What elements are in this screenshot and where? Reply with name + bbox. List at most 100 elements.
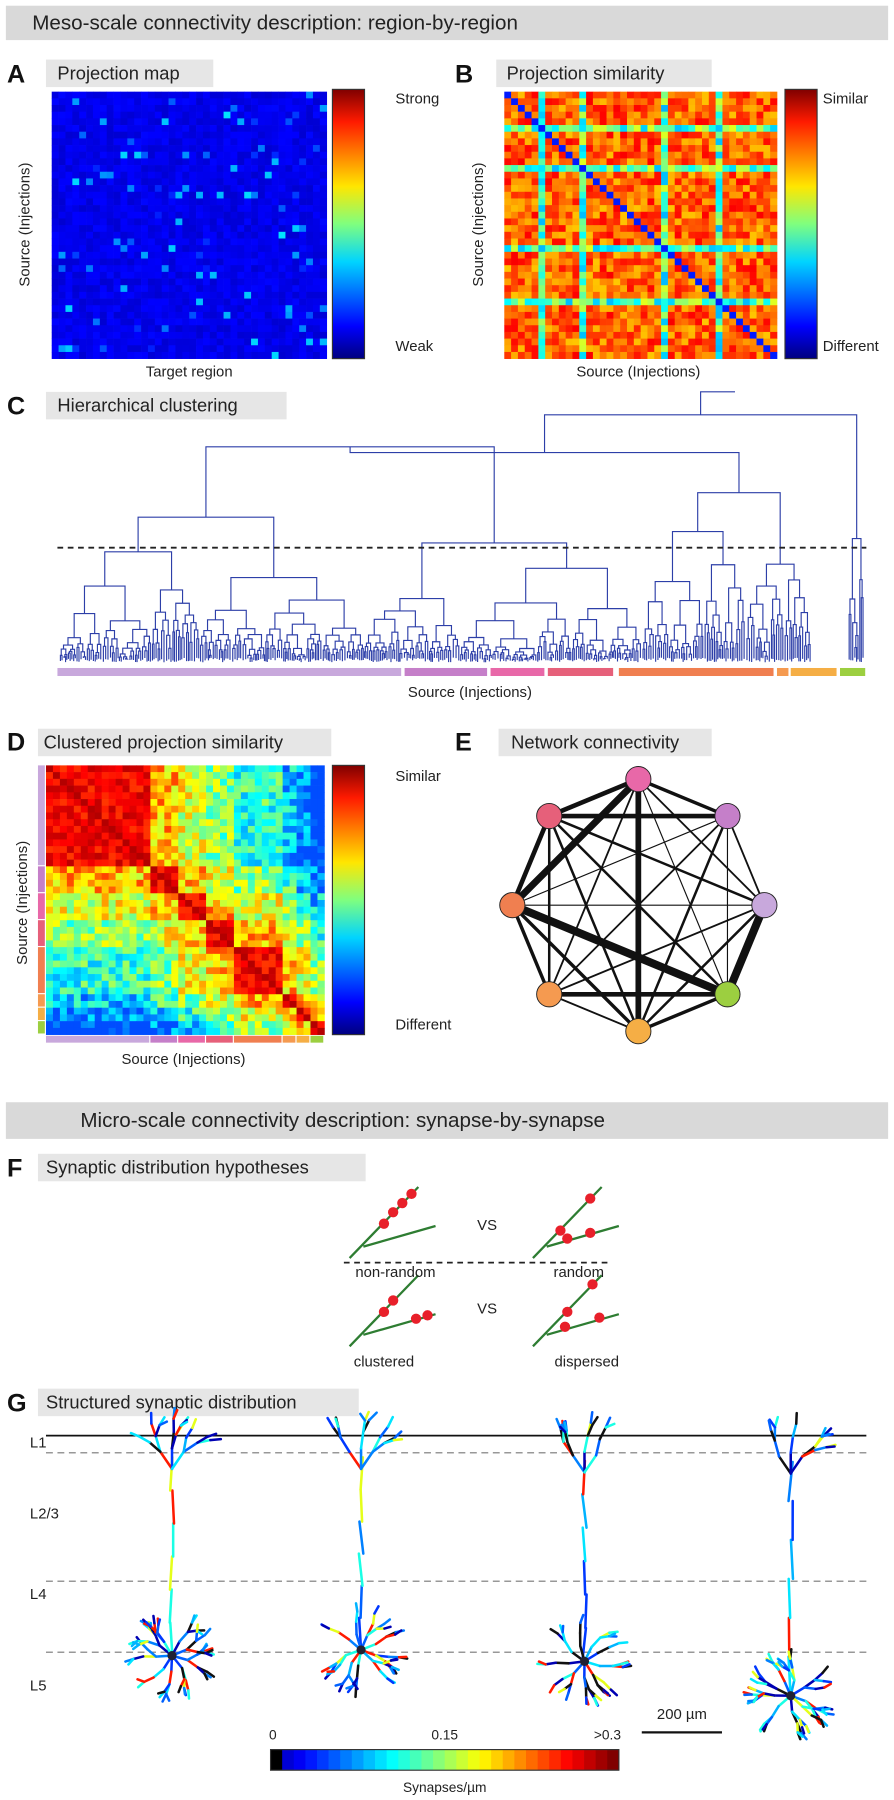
heat-cell bbox=[715, 338, 723, 346]
heat-cell bbox=[599, 191, 607, 199]
heat-cell bbox=[209, 125, 218, 133]
heat-cell bbox=[206, 866, 214, 874]
heat-cell bbox=[94, 960, 103, 968]
heat-cell bbox=[511, 311, 519, 319]
heat-cell bbox=[226, 906, 235, 914]
heat-cell bbox=[94, 832, 103, 840]
heat-cell bbox=[538, 245, 546, 253]
heat-cell bbox=[171, 953, 179, 961]
heat-cell bbox=[86, 318, 94, 326]
heat-cell bbox=[701, 185, 710, 193]
heat-cell bbox=[108, 799, 116, 807]
heat-cell bbox=[87, 873, 96, 881]
heat-cell bbox=[299, 278, 307, 286]
heat-cell bbox=[504, 291, 512, 299]
heat-cell bbox=[545, 125, 553, 133]
heat-cell bbox=[80, 906, 89, 914]
heat-cell bbox=[558, 225, 566, 233]
heat-cell bbox=[299, 345, 307, 353]
heat-cell bbox=[202, 318, 211, 326]
heat-cell bbox=[620, 145, 628, 153]
heat-cell bbox=[233, 859, 242, 867]
heat-cell bbox=[101, 960, 109, 968]
heat-cell bbox=[230, 278, 238, 286]
heat-cell bbox=[72, 251, 80, 259]
heat-cell bbox=[312, 211, 321, 219]
heat-cell bbox=[511, 205, 519, 213]
heat-cell bbox=[127, 305, 135, 313]
heat-cell bbox=[87, 947, 96, 955]
heat-cell bbox=[647, 258, 655, 266]
heat-cell bbox=[147, 211, 156, 219]
heat-cell bbox=[59, 900, 68, 908]
heat-cell bbox=[202, 131, 211, 139]
heat-cell bbox=[134, 311, 142, 319]
heat-cell bbox=[572, 118, 580, 126]
heat-cell bbox=[736, 171, 744, 179]
cluster-segment bbox=[37, 1007, 45, 1021]
heat-cell bbox=[633, 351, 641, 359]
heat-cell bbox=[257, 218, 266, 226]
heat-cell bbox=[504, 91, 512, 99]
heat-cell bbox=[223, 98, 231, 106]
heat-cell bbox=[627, 271, 635, 279]
heat-cell bbox=[157, 859, 165, 867]
heat-cell bbox=[72, 285, 80, 293]
heat-cell bbox=[185, 967, 193, 975]
heat-cell bbox=[171, 920, 179, 928]
heat-cell bbox=[674, 111, 682, 119]
heat-cell bbox=[122, 839, 130, 847]
heat-cell bbox=[52, 1014, 61, 1022]
heat-cell bbox=[517, 285, 526, 293]
heat-cell bbox=[150, 886, 158, 894]
heat-cell bbox=[79, 111, 87, 119]
heat-cell bbox=[729, 145, 737, 153]
heat-cell bbox=[572, 291, 580, 299]
heat-cell bbox=[317, 1000, 325, 1009]
heat-cell bbox=[213, 852, 221, 860]
heat-cell bbox=[681, 331, 689, 339]
heat-cell bbox=[161, 138, 169, 146]
heat-cell bbox=[517, 318, 526, 326]
heat-cell bbox=[226, 974, 235, 982]
heat-cell bbox=[770, 265, 778, 273]
heat-cell bbox=[65, 165, 73, 173]
heat-cell bbox=[147, 118, 156, 126]
heat-cell bbox=[189, 265, 197, 273]
heat-cell bbox=[199, 900, 207, 908]
heat-cell bbox=[115, 960, 123, 968]
heat-cell bbox=[504, 158, 512, 166]
heat-cell bbox=[129, 805, 137, 813]
heat-cell bbox=[565, 245, 573, 253]
heat-cell bbox=[729, 118, 737, 126]
heat-cell bbox=[606, 238, 614, 246]
heat-cell bbox=[115, 947, 123, 955]
heat-cell bbox=[52, 920, 61, 928]
heat-cell bbox=[189, 191, 197, 199]
heat-cell bbox=[565, 125, 573, 133]
heat-cell bbox=[257, 205, 266, 213]
heat-cell bbox=[244, 205, 252, 213]
heat-cell bbox=[223, 218, 231, 226]
heat-cell bbox=[654, 198, 662, 206]
heat-cell bbox=[271, 331, 279, 339]
heat-cell bbox=[264, 345, 273, 353]
heat-cell bbox=[275, 772, 283, 780]
heat-cell bbox=[296, 994, 304, 1002]
heat-cell bbox=[708, 125, 716, 133]
heat-cell bbox=[627, 338, 635, 346]
heat-cell bbox=[101, 913, 109, 921]
heat-cell bbox=[715, 278, 723, 286]
heat-cell bbox=[108, 994, 116, 1002]
heat-cell bbox=[120, 318, 128, 326]
heat-cell bbox=[531, 178, 539, 186]
heat-cell bbox=[282, 819, 290, 827]
heat-cell bbox=[247, 994, 256, 1002]
heat-cell bbox=[247, 852, 256, 860]
heat-cell bbox=[285, 298, 293, 306]
heat-cell bbox=[667, 291, 676, 299]
heat-cell bbox=[674, 225, 682, 233]
heat-cell bbox=[524, 91, 532, 99]
heat-cell bbox=[289, 953, 297, 961]
heat-cell bbox=[101, 940, 109, 948]
